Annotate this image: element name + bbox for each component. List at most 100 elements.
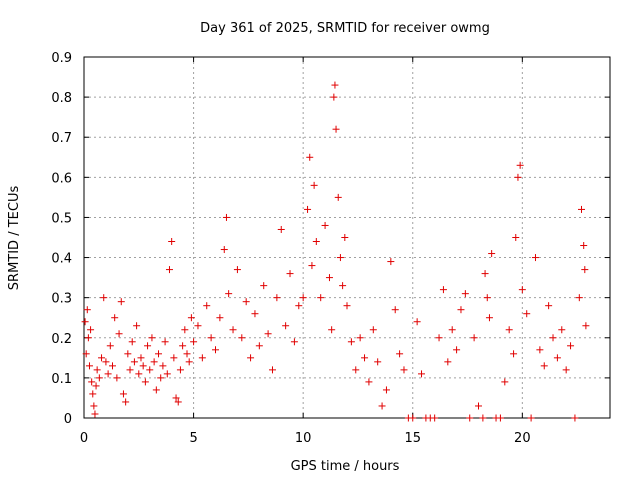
data-point (203, 302, 211, 310)
data-point (268, 366, 276, 374)
data-point (146, 366, 154, 374)
data-point (575, 294, 583, 302)
data-point (277, 225, 285, 233)
x-axis: 0 5 10 15 20 (80, 57, 531, 446)
data-point (567, 342, 575, 350)
data-point (400, 366, 408, 374)
data-point (310, 181, 318, 189)
data-point (325, 274, 333, 282)
data-point (496, 414, 504, 422)
data-point (540, 362, 548, 370)
data-point (479, 414, 487, 422)
data-point (578, 205, 586, 213)
data-point (115, 330, 123, 338)
data-point (81, 318, 89, 326)
y-tick-label: 0.5 (51, 211, 72, 226)
data-point (264, 330, 272, 338)
data-point (558, 326, 566, 334)
data-point (87, 326, 95, 334)
data-point (286, 270, 294, 278)
x-axis-label: GPS time / hours (291, 459, 400, 474)
data-point (448, 326, 456, 334)
data-point (124, 350, 132, 358)
data-point (321, 221, 329, 229)
data-point (328, 326, 336, 334)
data-point (581, 266, 589, 274)
data-point (341, 234, 349, 241)
data-point (485, 314, 493, 322)
data-point (100, 294, 108, 302)
data-point (306, 153, 314, 161)
data-point (255, 342, 263, 350)
data-point (352, 366, 360, 374)
x-tick-label: 10 (295, 431, 312, 446)
y-tick-label: 0.9 (51, 51, 72, 66)
data-point (207, 334, 215, 342)
data-point (418, 370, 426, 378)
data-point (170, 354, 178, 362)
data-point (141, 378, 149, 386)
y-tick-label: 0.3 (51, 292, 72, 307)
data-point (331, 81, 339, 89)
data-point (84, 334, 92, 342)
data-point (483, 294, 491, 302)
data-point (553, 354, 561, 362)
data-point (220, 246, 228, 254)
data-point (135, 370, 143, 378)
data-point (562, 366, 570, 374)
data-point (582, 322, 590, 330)
data-point (475, 402, 482, 410)
data-point (108, 362, 116, 370)
y-axis: 0 0.1 0.2 0.3 0.4 0.5 0.6 0.7 0.8 0.9 (51, 51, 610, 427)
data-point (332, 125, 340, 133)
data-point (299, 294, 307, 302)
data-point (347, 338, 355, 346)
data-point (174, 398, 182, 406)
data-point (91, 410, 99, 418)
data-point (168, 238, 176, 246)
data-point (308, 262, 316, 270)
data-point (356, 334, 364, 342)
data-point (117, 298, 125, 306)
chart-title: Day 361 of 2025, SRMTID for receiver owm… (200, 21, 490, 36)
data-point (113, 374, 121, 382)
x-tick-label: 0 (80, 431, 88, 446)
data-point (111, 314, 119, 322)
data-point (571, 414, 579, 422)
data-point (102, 358, 110, 366)
data-point (518, 286, 526, 294)
data-point (183, 350, 191, 358)
data-point (93, 366, 101, 374)
data-point (501, 378, 509, 386)
data-point (312, 238, 320, 246)
data-point (90, 402, 98, 410)
y-tick-label: 0 (64, 412, 72, 427)
data-point (378, 402, 386, 410)
data-point (181, 326, 189, 334)
data-point (304, 205, 312, 213)
data-point (444, 358, 452, 366)
data-point (126, 366, 134, 374)
data-point (95, 374, 103, 382)
data-point (139, 362, 147, 370)
data-point (365, 378, 373, 386)
y-tick-label: 0.2 (51, 332, 72, 347)
data-point (336, 254, 344, 262)
y-tick-label: 0.1 (51, 372, 72, 387)
y-tick-label: 0.6 (51, 171, 72, 186)
data-point (260, 282, 268, 290)
data-point (343, 302, 351, 310)
data-point (369, 326, 377, 334)
data-point (317, 294, 325, 302)
data-point (435, 334, 443, 342)
data-point (374, 358, 382, 366)
data-point (523, 310, 531, 318)
data-point (222, 213, 230, 221)
grid-lines (84, 57, 610, 418)
data-point (159, 362, 167, 370)
data-point (481, 270, 489, 278)
data-point (536, 346, 544, 354)
y-axis-label: SRMTID / TECUs (7, 186, 22, 291)
data-point (510, 350, 518, 358)
